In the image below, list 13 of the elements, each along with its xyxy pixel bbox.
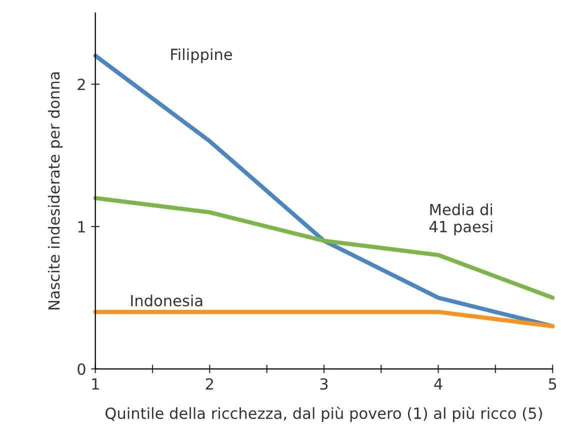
series-label: Indonesia	[131, 294, 202, 306]
text: Filippine	[171, 48, 232, 64]
x-tick-label: 1	[92, 378, 99, 390]
x-tick-label: 4	[434, 378, 442, 390]
y-tick-label: 0	[78, 363, 86, 375]
series-label: Media di 41 paesi	[429, 203, 492, 236]
x-axis-title: Quintile della ricchezza, dal più povero (1) al più ricco (5)	[106, 406, 542, 422]
y-axis-title: Nascite indesiderate per donna	[48, 72, 63, 310]
y-tick-label: 1	[78, 221, 85, 232]
y-tick-label: 2	[78, 78, 85, 90]
x-tick-label: 2	[206, 378, 214, 390]
x-tick-label: 3	[320, 378, 328, 390]
x-tick-label: 5	[548, 378, 556, 390]
